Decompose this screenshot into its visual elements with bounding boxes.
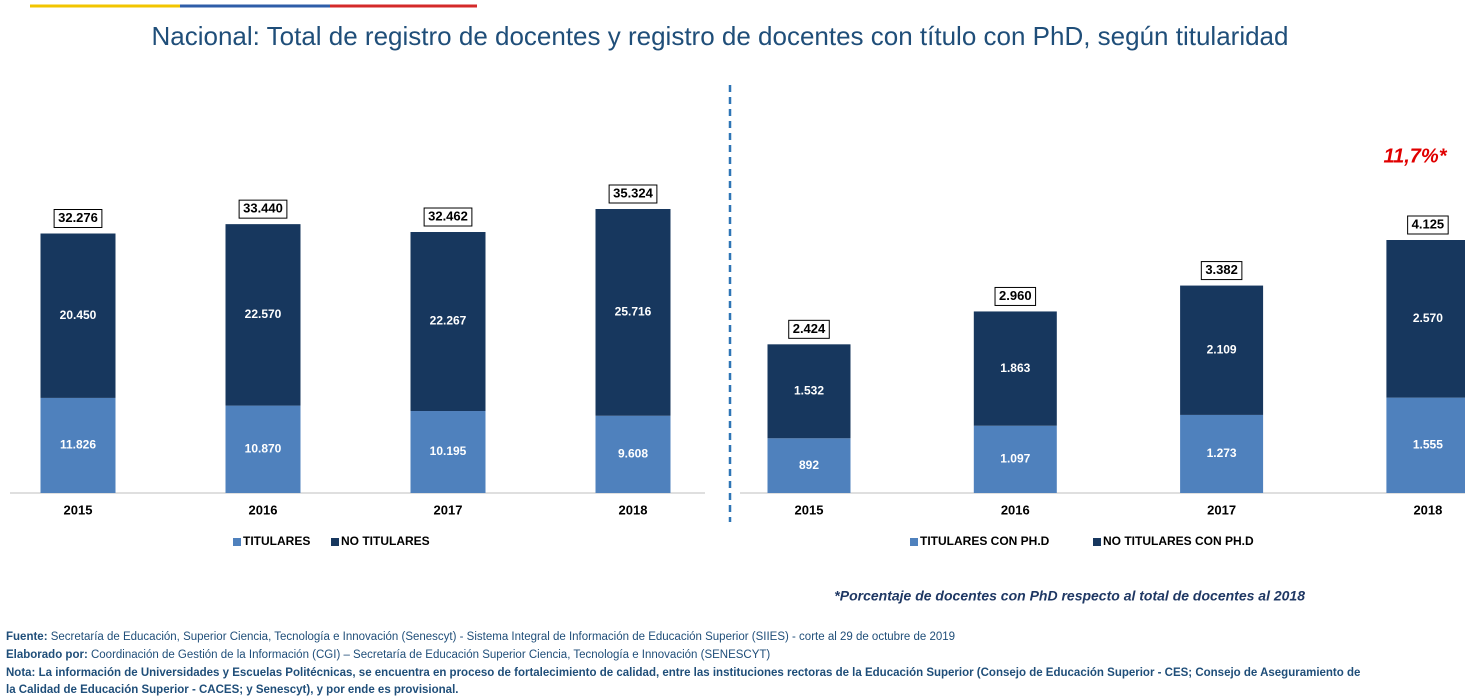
x-tick-label: 2016 xyxy=(1001,502,1030,517)
bar-segment xyxy=(595,415,671,493)
x-tick-label: 2018 xyxy=(1413,502,1442,517)
bar-segment xyxy=(225,405,301,493)
total-box xyxy=(1200,261,1243,281)
value-label: 1.555 xyxy=(1413,437,1443,451)
value-label: 1.273 xyxy=(1207,446,1237,460)
bar-segment xyxy=(40,397,116,493)
total-label: 4.125 xyxy=(1412,216,1445,231)
note-label: Elaborado por: xyxy=(6,649,88,661)
value-label: 10.195 xyxy=(430,444,467,458)
value-label: 2.570 xyxy=(1413,311,1443,325)
note-text: La información de Universidades y Escuel… xyxy=(39,667,1361,679)
total-box xyxy=(423,207,473,227)
value-label: 892 xyxy=(799,458,819,472)
footnote: *Porcentaje de docentes con PhD respecto… xyxy=(834,588,1305,604)
bar-segment xyxy=(1180,414,1264,493)
total-box xyxy=(608,184,658,204)
bar-segment xyxy=(767,344,851,439)
bar-segment xyxy=(40,233,116,398)
note-text: la Calidad de Educación Superior - CACES… xyxy=(6,684,458,696)
note-line: Elaborado por: Coordinación de Gestión d… xyxy=(6,649,770,661)
legend-label: NO TITULARES CON PH.D xyxy=(1103,534,1254,548)
total-box xyxy=(53,209,103,229)
bar-segment xyxy=(410,411,486,493)
note-text: Coordinación de Gestión de la Informació… xyxy=(91,649,770,661)
value-label: 1.532 xyxy=(794,383,824,397)
note-label: Nota: xyxy=(6,667,35,679)
note-text: Secretaría de Educación, Superior Cienci… xyxy=(51,631,955,643)
legend-swatch xyxy=(1093,538,1101,546)
note-line: Fuente: Secretaría de Educación, Superio… xyxy=(6,631,955,643)
bar-segment xyxy=(973,311,1057,426)
note-line: Nota: La información de Universidades y … xyxy=(6,667,1360,679)
total-label: 35.324 xyxy=(613,185,654,200)
legend-label: TITULARES xyxy=(243,534,310,548)
total-label: 33.440 xyxy=(243,201,283,216)
annotation: 11,7%* xyxy=(1383,145,1447,167)
legend-swatch xyxy=(910,538,918,546)
bar-segment xyxy=(1386,397,1465,493)
x-tick-label: 2018 xyxy=(619,502,648,517)
value-label: 10.870 xyxy=(245,441,282,455)
value-label: 22.267 xyxy=(430,314,467,328)
bar-segment xyxy=(225,224,301,406)
legend-label: NO TITULARES xyxy=(341,534,430,548)
page-title: Nacional: Total de registro de docentes … xyxy=(152,21,1289,51)
legend-swatch xyxy=(233,538,241,546)
bar-segment xyxy=(973,425,1057,493)
x-tick-label: 2017 xyxy=(434,502,463,517)
legend-swatch xyxy=(331,538,339,546)
total-label: 2.424 xyxy=(793,321,826,336)
x-tick-label: 2015 xyxy=(64,502,93,517)
note-label: Fuente: xyxy=(6,631,48,643)
bar-segment xyxy=(1386,240,1465,398)
value-label: 20.450 xyxy=(60,308,97,322)
value-label: 9.608 xyxy=(618,447,648,461)
total-label: 32.462 xyxy=(428,208,468,223)
value-label: 11.826 xyxy=(60,438,96,452)
bar-segment xyxy=(410,232,486,412)
value-label: 1.863 xyxy=(1000,361,1030,375)
bar-segment xyxy=(1180,285,1264,415)
total-box xyxy=(994,286,1037,306)
bar-segment xyxy=(767,438,851,493)
total-label: 2.960 xyxy=(999,288,1032,303)
total-box xyxy=(1407,215,1449,235)
value-label: 2.109 xyxy=(1207,342,1237,356)
value-label: 22.570 xyxy=(245,307,282,321)
x-tick-label: 2016 xyxy=(249,502,278,517)
total-box xyxy=(788,319,830,339)
value-label: 25.716 xyxy=(615,305,652,319)
legend-label: TITULARES CON PH.D xyxy=(920,534,1050,548)
total-box xyxy=(238,199,288,219)
x-tick-label: 2015 xyxy=(795,502,824,517)
total-label: 32.276 xyxy=(58,210,98,225)
x-tick-label: 2017 xyxy=(1207,502,1236,517)
bar-segment xyxy=(595,209,671,416)
total-label: 3.382 xyxy=(1205,262,1238,277)
value-label: 1.097 xyxy=(1000,452,1030,466)
